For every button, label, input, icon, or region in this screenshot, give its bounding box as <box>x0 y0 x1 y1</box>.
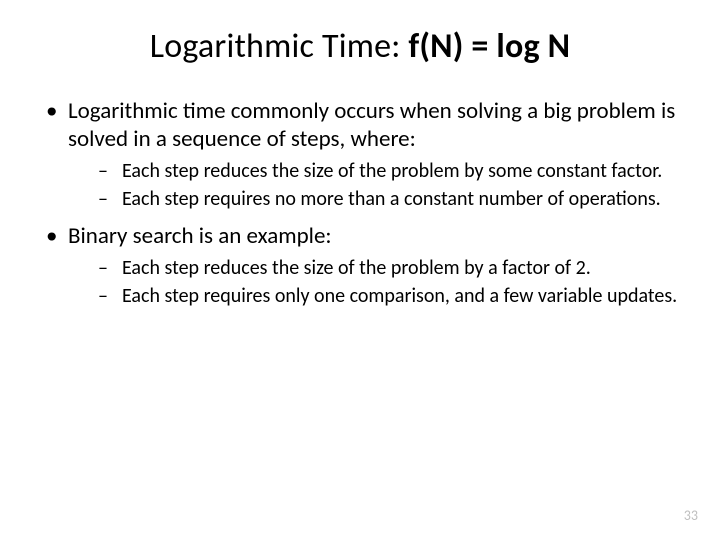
sub-bullet-item: Each step reduces the size of the proble… <box>68 159 680 183</box>
bullet-list: Logarithmic time commonly occurs when so… <box>40 97 680 309</box>
sub-bullet-text: Each step requires no more than a consta… <box>122 187 661 211</box>
sub-bullet-item: Each step reduces the size of the proble… <box>68 256 680 280</box>
sub-bullet-item: Each step requires only one comparison, … <box>68 284 680 308</box>
sub-bullet-text: Each step requires only one comparison, … <box>122 284 677 308</box>
title-plain: Logarithmic Time: <box>150 26 409 67</box>
sub-bullet-item: Each step requires no more than a consta… <box>68 187 680 211</box>
slide-title: Logarithmic Time: f(N) = log N <box>40 26 680 67</box>
bullet-text: Logarithmic time commonly occurs when so… <box>68 97 675 153</box>
bullet-item: Binary search is an example: Each step r… <box>40 222 680 309</box>
bullet-text: Binary search is an example: <box>68 222 332 250</box>
slide: Logarithmic Time: f(N) = log N Logarithm… <box>0 0 720 540</box>
sub-bullet-list: Each step reduces the size of the proble… <box>68 256 680 309</box>
sub-bullet-text: Each step reduces the size of the proble… <box>122 256 591 280</box>
page-number: 33 <box>684 507 698 524</box>
bullet-item: Logarithmic time commonly occurs when so… <box>40 97 680 212</box>
sub-bullet-text: Each step reduces the size of the proble… <box>122 159 662 183</box>
title-bold: f(N) = log N <box>408 26 570 67</box>
sub-bullet-list: Each step reduces the size of the proble… <box>68 159 680 212</box>
